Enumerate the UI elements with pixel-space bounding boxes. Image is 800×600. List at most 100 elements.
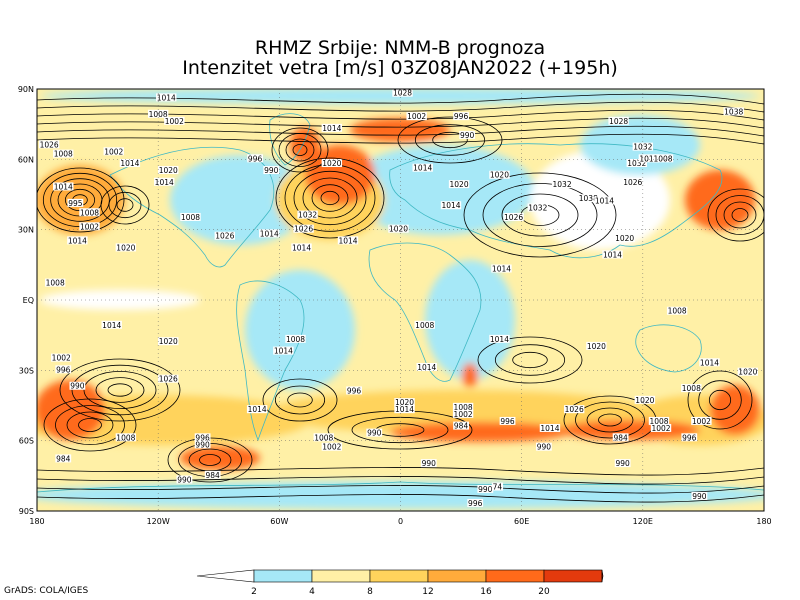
isobar-label: 1008 [649, 417, 668, 426]
isobar-label-bg [491, 482, 504, 491]
isobar-label: 1008 [286, 335, 305, 344]
calm-zone [425, 260, 515, 380]
isobar-label: 996 [248, 154, 263, 163]
isobar-label: 1020 [159, 337, 178, 346]
isobar-label: 1008 [668, 307, 687, 316]
isobar-label-bg [652, 154, 674, 163]
latitude-label: 60S [19, 437, 34, 446]
isobar-label: 74 [493, 483, 503, 492]
latitude-label: 90S [19, 507, 34, 516]
isobar-label: 990 [367, 429, 382, 438]
isobar [275, 157, 385, 239]
wind-zone [685, 170, 755, 230]
isobar [37, 101, 764, 113]
isobar-label: 1020 [322, 159, 341, 168]
isobar-label: 1014 [155, 178, 174, 187]
isobar-label: 1020 [615, 234, 634, 243]
isobar-label-bg [539, 423, 561, 432]
isobar-label-bg [691, 491, 708, 500]
isobar-label: 996 [682, 433, 697, 442]
isobar-label: 1014 [417, 363, 436, 372]
isobar [463, 172, 617, 258]
isobar-label-bg [467, 498, 484, 507]
isobar [707, 188, 764, 242]
isobar-label-bg [453, 421, 469, 430]
isobar-label-bg [55, 454, 72, 463]
isobar [715, 195, 764, 235]
isobar-label-bg [154, 177, 175, 186]
isobar-label-bg [723, 107, 744, 116]
isobar [351, 416, 449, 444]
isobar-label-bg [79, 208, 100, 217]
colorbar-segment [485, 569, 545, 583]
isobar [598, 413, 622, 427]
colorbar-segment [311, 569, 371, 583]
isobar-label-bg [681, 433, 698, 442]
isobar [414, 124, 486, 156]
longitude-label: 120W [147, 517, 170, 526]
isobar-label: 1008 [653, 154, 672, 163]
isobar-label: 1020 [635, 396, 654, 405]
latitude-label: 30S [19, 366, 34, 375]
south-america-outline [236, 280, 305, 442]
isobar [586, 407, 634, 433]
isobar-label: 996 [347, 386, 362, 395]
isobar [501, 193, 579, 237]
isobar-label-bg [394, 405, 415, 414]
isobar-label: 996 [468, 499, 483, 508]
isobar-label: 1032 [528, 204, 547, 213]
isobar [116, 198, 134, 212]
isobar [271, 127, 329, 173]
isobar [108, 191, 142, 219]
isobar [100, 185, 150, 225]
isobar [37, 109, 764, 121]
isobar-label-bg [204, 470, 221, 479]
isobar-label-bg [180, 212, 201, 221]
isobar-label-bg [440, 201, 462, 210]
colorbar-segment [369, 569, 429, 583]
isobar-label: 1002 [165, 117, 184, 126]
isobar-label-bg [499, 416, 516, 425]
isobar-label: 1008 [80, 208, 99, 217]
isobar-label: 1014 [395, 405, 414, 414]
isobar-label-bg [103, 147, 124, 156]
longitude-label: 0 [398, 517, 403, 526]
isobar-label: 984 [56, 454, 71, 463]
isobar [37, 133, 764, 145]
isobar-label: 1032 [553, 180, 572, 189]
isobar-label-bg [55, 365, 72, 374]
isobar [59, 358, 181, 422]
calm-zone [245, 270, 355, 390]
isobar [37, 467, 764, 476]
isobar-label: 1014 [248, 405, 267, 414]
isobar-label: 1002 [52, 354, 71, 363]
isobar-label: 996 [500, 417, 515, 426]
isobar-label: 990 [264, 166, 279, 175]
isobar-label: 1014 [603, 250, 622, 259]
colorbar-segment [427, 569, 487, 583]
isobar-label-bg [612, 433, 629, 442]
wind-zone [710, 385, 760, 435]
isobar-label-bg [412, 163, 433, 172]
isobar-label-bg [634, 395, 656, 404]
isobar [292, 144, 308, 156]
isobar [37, 167, 125, 233]
isobar [708, 389, 732, 411]
isobar-label: 990 [692, 492, 707, 501]
isobar-label-bg [666, 306, 688, 315]
isobar-label-bg [489, 334, 510, 343]
isobar [512, 351, 548, 369]
isobar-label-bg [321, 442, 343, 451]
colorbar-tick-label: 8 [367, 587, 373, 597]
longitude-label: 180 [29, 517, 44, 526]
isobar-label-bg [453, 112, 469, 121]
isobar-label-bg [115, 433, 137, 442]
isobar-label-bg [53, 149, 74, 158]
isobar-label-bg [614, 234, 635, 243]
isobar [731, 208, 749, 222]
isobar-label: 990 [195, 440, 210, 449]
isobar-label: 1002 [407, 112, 426, 121]
